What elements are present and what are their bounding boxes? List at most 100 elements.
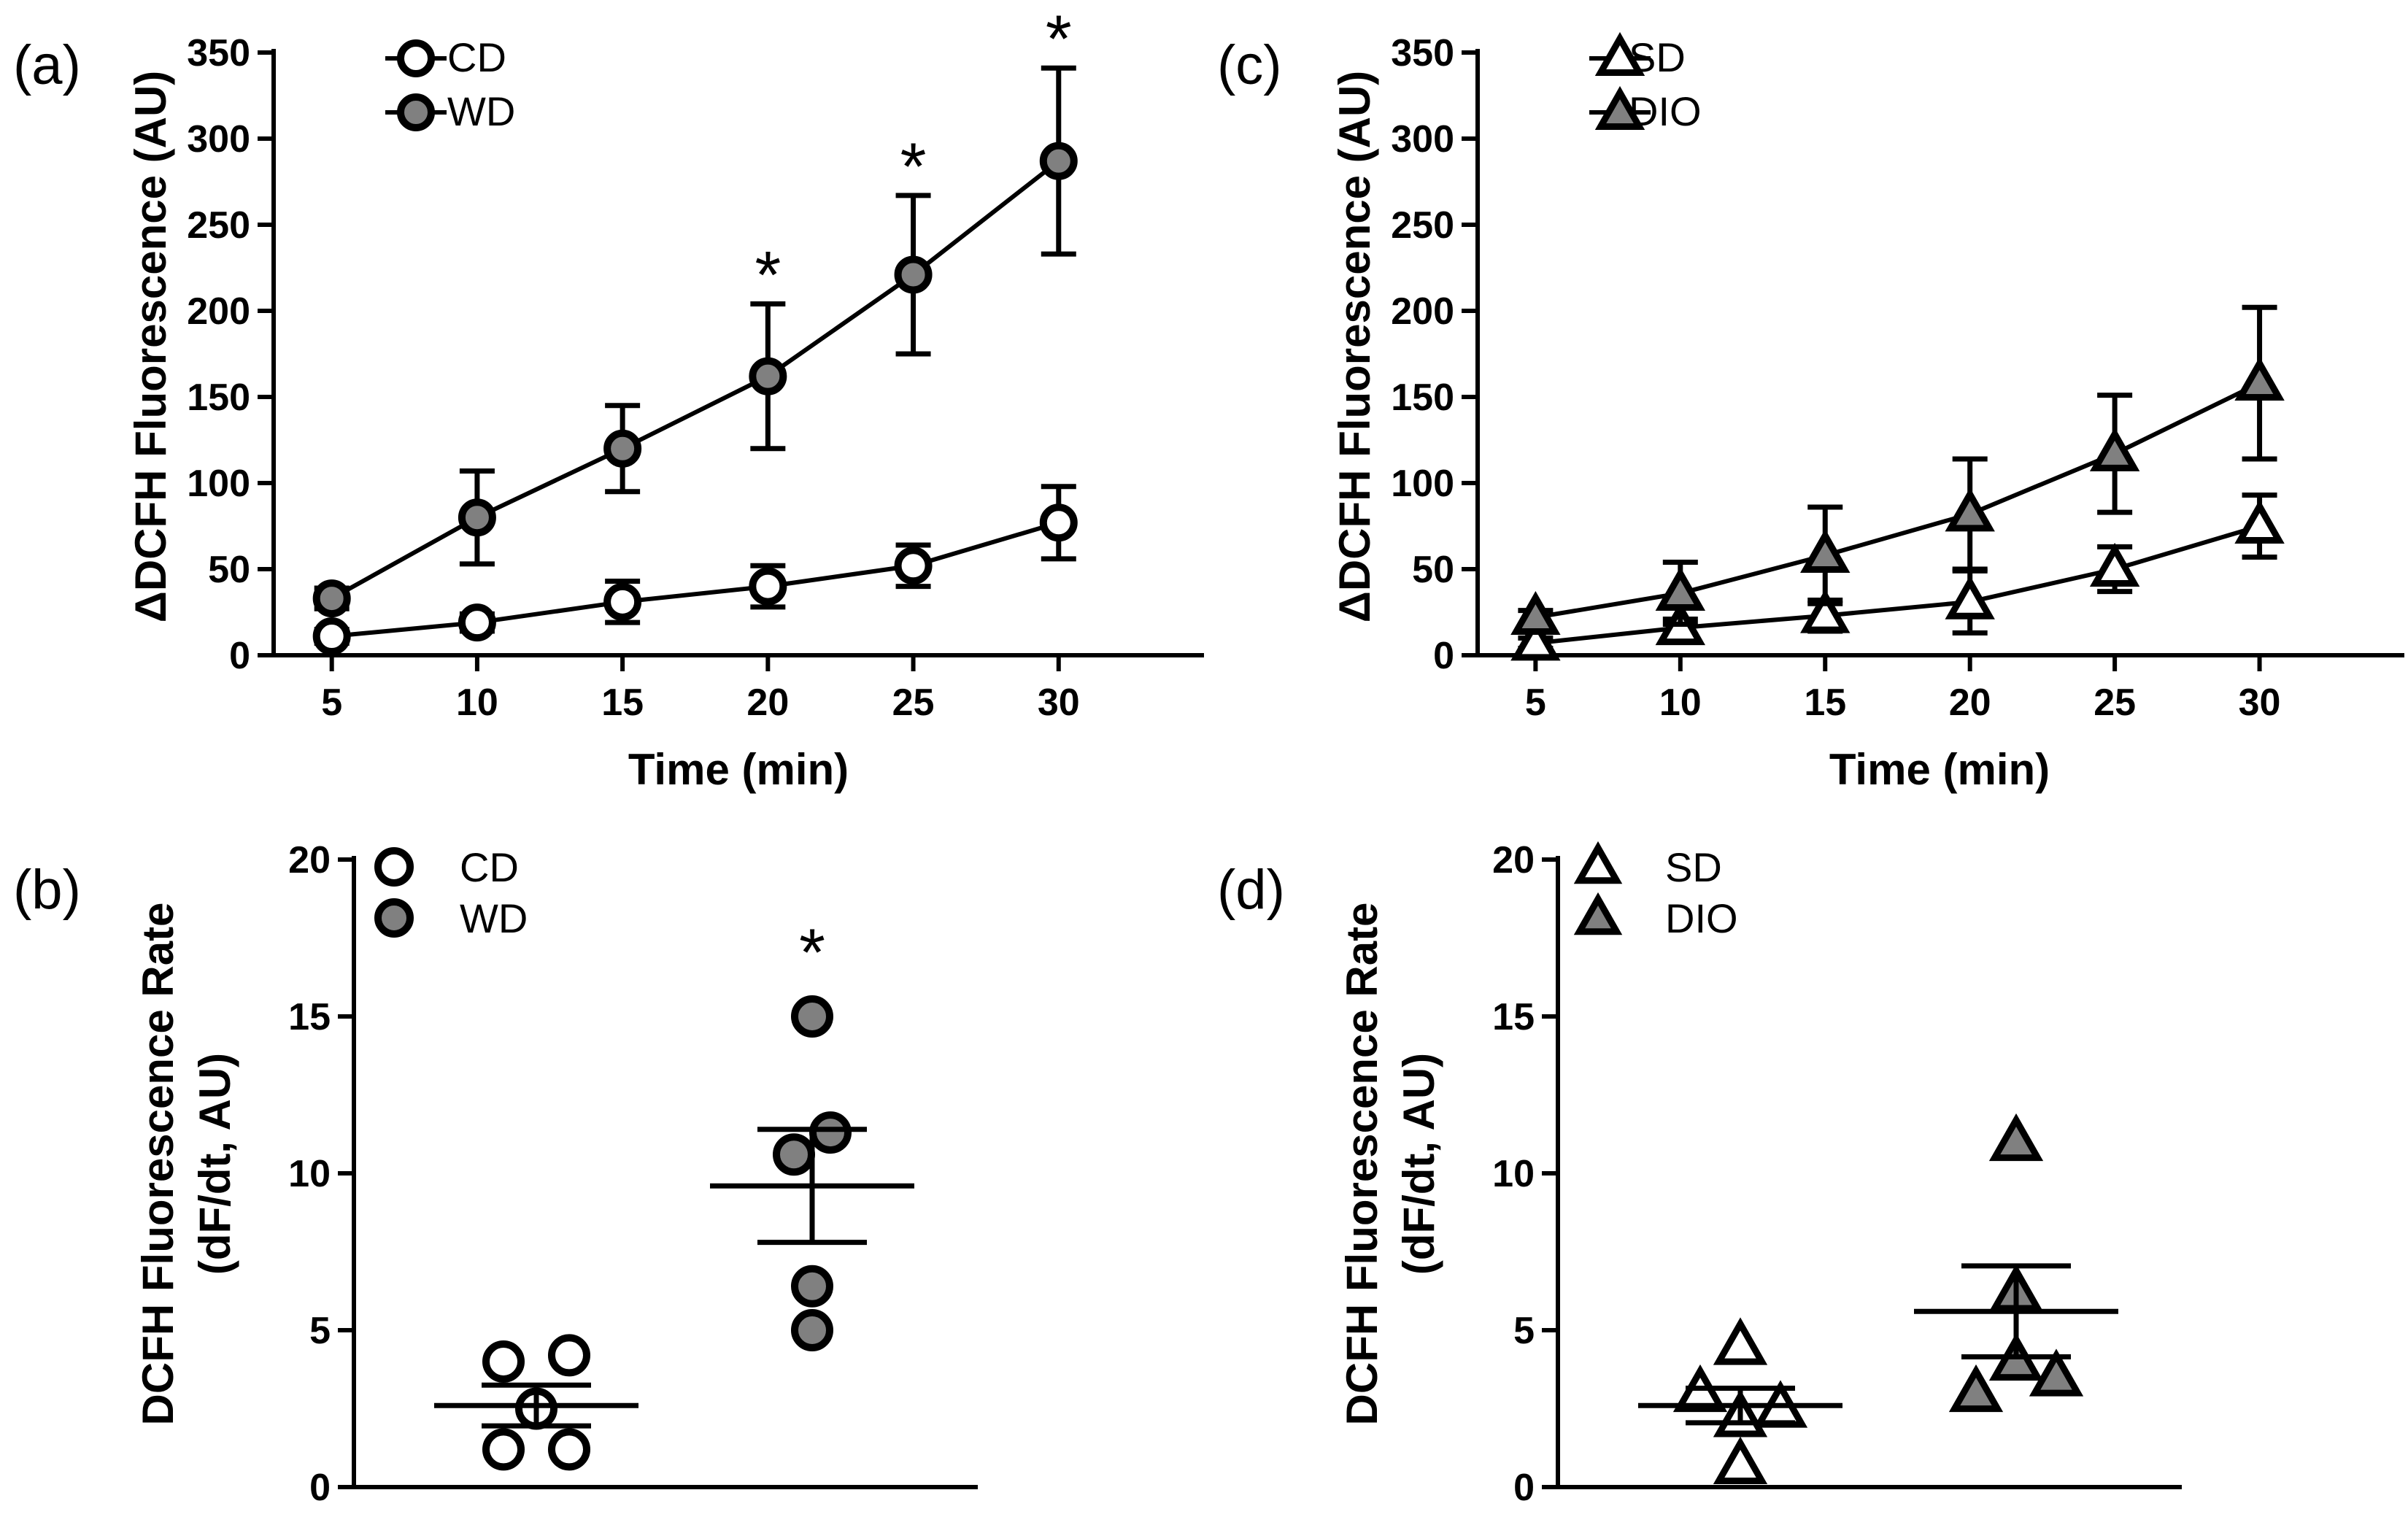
panel-c-series-DIO-point-4 [2089, 427, 2140, 471]
panel-c-series-DIO-point-0 [1510, 590, 1561, 636]
panel-a-series-WD-point-5 [1039, 142, 1078, 180]
panel-a-xlabel: Time (min) [628, 745, 849, 794]
panel-c-legend-marker-0 [1594, 31, 1645, 76]
panel-b-legend-label-1: WD [460, 895, 528, 941]
panel-b-group-CD-point-4 [548, 1428, 590, 1471]
panel-d-legend-label-1: DIO [1665, 895, 1738, 941]
panel-d: (d) DCFH Fluorescence Rate (dF/dt, AU) S… [1217, 844, 1738, 1425]
panel-b-legend-marker-1 [374, 898, 414, 938]
panel-d-group-SD-point-1 [1713, 1317, 1768, 1365]
panel-b-ylabel-line1: DCFH Fluorescence Rate [134, 903, 182, 1426]
panel-d-legend-label-0: SD [1665, 844, 1722, 890]
panel-c-ylabel: ΔDCFH Fluorescence (AU) [1330, 71, 1379, 623]
panel-d-label: (d) [1217, 859, 1285, 921]
panel-a-x-tick-label-3: 20 [746, 682, 789, 724]
panel-a-series-WD-point-2 [603, 429, 642, 468]
panel-c-legend-marker-1 [1594, 85, 1645, 130]
panel-b-y-tick-label-0: 0 [309, 1467, 331, 1509]
panel-a-x-tick-label-1: 10 [456, 682, 498, 724]
panel-b-y-tick-label-2: 10 [288, 1153, 331, 1195]
panel-b-group-WD-point-3 [791, 1265, 833, 1308]
panel-d-y-tick-label-2: 10 [1492, 1153, 1535, 1195]
panel-b-ylabel-line2: (dF/dt, AU) [190, 1053, 239, 1275]
panel-c-series-DIO-point-5 [2234, 357, 2285, 401]
panel-a-label: (a) [13, 34, 81, 96]
panel-a-y-tick-label-4: 200 [187, 290, 250, 333]
panel-a-y-tick-label-0: 0 [229, 635, 250, 677]
panel-d-y-tick-label-3: 15 [1492, 996, 1535, 1038]
panel-d-legend-marker-1 [1573, 892, 1623, 935]
panel-b-y-tick-label-4: 20 [288, 839, 331, 881]
panel-d-group-DIO-point-2 [2029, 1348, 2084, 1397]
panel-a-series-CD-point-4 [894, 547, 933, 585]
panel-a-legend-marker-0 [397, 39, 435, 77]
panel-a-ylabel: ΔDCFH Fluorescence (AU) [126, 71, 175, 623]
panel-c-y-tick-label-1: 50 [1412, 549, 1454, 591]
panel-a-series-WD-point-1 [458, 498, 496, 537]
panel-a-series-WD-point-3 [749, 357, 787, 395]
panel-c-x-tick-label-4: 25 [2094, 682, 2136, 724]
panel-b-group-WD-point-1 [773, 1133, 815, 1176]
panel-d-group-DIO-point-1 [1948, 1364, 2004, 1413]
panel-a-x-tick-label-5: 30 [1038, 682, 1080, 724]
panel-a-series-WD-point-4 [894, 255, 933, 294]
panel-b-group-CD-point-1 [548, 1334, 590, 1377]
panel-b-group-WD-point-0 [791, 995, 833, 1038]
panel-b-group-CD-point-0 [482, 1340, 525, 1383]
panel-a-x-tick-label-2: 15 [601, 682, 644, 724]
panel-b-group-WD-point-2 [809, 1111, 852, 1154]
panel-a: (a) ΔDCFH Fluorescence (AU) Time (min) C… [13, 34, 849, 794]
panel-b-legend-marker-0 [374, 847, 414, 887]
panel-a-legend-marker-1 [397, 93, 435, 131]
panel-c-y-tick-label-3: 150 [1391, 377, 1454, 419]
panel-c-series-SD-point-0 [1510, 617, 1561, 661]
panel-a-y-tick-label-1: 50 [208, 549, 250, 591]
panel-b-legend-label-0: CD [460, 844, 519, 890]
panel-c-label: (c) [1217, 34, 1282, 96]
panel-c-y-tick-label-5: 250 [1391, 204, 1454, 247]
panel-c-x-tick-label-2: 15 [1804, 682, 1846, 724]
panel-b-significance-star-0: * [799, 916, 825, 990]
panel-c-series-DIO-point-3 [1945, 487, 1995, 532]
panel-a-series-CD-point-5 [1039, 503, 1078, 542]
panel-d-y-tick-label-1: 5 [1513, 1310, 1535, 1352]
panel-c-y-tick-label-0: 0 [1433, 635, 1454, 677]
panel-a-x-tick-label-4: 25 [892, 682, 935, 724]
panel-d-group-DIO-point-0 [1988, 1113, 2044, 1162]
panel-c-series-DIO-point-1 [1655, 566, 1706, 611]
panel-a-significance-star-2: * [1046, 2, 1072, 77]
panel-a-legend-label-1: WD [447, 88, 515, 134]
panel-d-group-SD-point-4 [1713, 1436, 1768, 1484]
panel-a-series-CD-point-0 [312, 617, 351, 656]
panel-a-y-tick-label-5: 250 [187, 204, 250, 247]
panel-b-label: (b) [13, 859, 81, 921]
panel-a-y-tick-label-7: 350 [187, 32, 250, 74]
panel-c-series-SD-point-3 [1945, 575, 1995, 619]
panel-a-y-tick-label-3: 150 [187, 377, 250, 419]
panel-c: (c) ΔDCFH Fluorescence (AU) Time (min) S… [1217, 34, 2050, 794]
panel-c-series-DIO-line [1535, 381, 2261, 620]
panel-d-legend-marker-0 [1573, 841, 1623, 884]
panel-c-series-SD-point-5 [2234, 499, 2285, 544]
panel-c-xlabel: Time (min) [1829, 745, 2050, 794]
panel-c-y-tick-label-4: 200 [1391, 290, 1454, 333]
panel-a-series-CD-point-1 [458, 603, 496, 642]
panel-c-y-tick-label-2: 100 [1391, 463, 1454, 505]
panel-c-x-tick-label-5: 30 [2239, 682, 2281, 724]
panel-d-ylabel-line2: (dF/dt, AU) [1394, 1053, 1443, 1275]
panel-b-y-tick-label-3: 15 [288, 996, 331, 1038]
panel-a-x-tick-label-0: 5 [321, 682, 342, 724]
panel-a-legend-label-0: CD [447, 34, 506, 80]
panel-c-series-SD-line [1535, 524, 2261, 646]
panel-c-series-DIO-point-2 [1800, 529, 1851, 574]
panel-c-series-SD-point-2 [1800, 589, 1851, 633]
panel-a-series-CD-line [331, 520, 1060, 639]
panel-a-series-CD-point-2 [603, 582, 642, 621]
panel-d-y-tick-label-4: 20 [1492, 839, 1535, 881]
panel-b-y-tick-label-1: 5 [309, 1310, 331, 1352]
panel-a-series-WD-line [331, 159, 1060, 601]
panel-b: (b) DCFH Fluorescence Rate (dF/dt, AU) C… [13, 844, 528, 1425]
panel-c-y-tick-label-6: 300 [1391, 118, 1454, 161]
